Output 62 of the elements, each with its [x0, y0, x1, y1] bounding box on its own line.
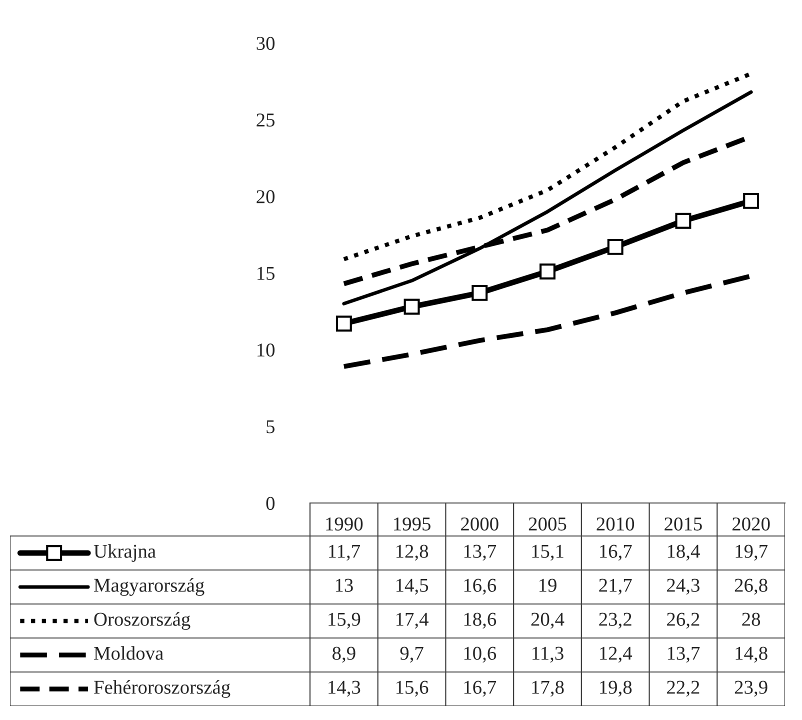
x-tick-label: 2000: [461, 517, 498, 531]
data-label: 19: [539, 578, 556, 592]
data-label: 13,7: [464, 544, 496, 561]
data-label: 8,9: [332, 646, 356, 663]
data-label: 13: [336, 578, 353, 592]
legend-label: Fehéroroszország: [94, 680, 230, 698]
x-tick-label: 2015: [664, 517, 702, 531]
y-tick-label: 30: [256, 36, 275, 50]
legend-label: Ukrajna: [94, 544, 156, 562]
data-label: 23,2: [599, 612, 632, 629]
y-tick-label: 25: [256, 114, 275, 127]
data-label: 14,3: [328, 680, 360, 697]
data-label: 20,4: [531, 612, 564, 629]
y-tick-label: 15: [258, 266, 275, 280]
legend-label: Oroszország: [94, 612, 190, 630]
x-tick-label: 1990: [326, 517, 363, 531]
x-tick-label: 1995: [394, 518, 430, 531]
data-label: 17,8: [532, 680, 564, 697]
y-tick-label: 10: [258, 343, 275, 357]
data-label: 15,9: [328, 612, 360, 629]
data-label: 16,6: [464, 578, 496, 595]
data-label: 16,7: [600, 544, 632, 561]
data-label: 24,3: [667, 578, 700, 595]
point: [743, 192, 760, 209]
data-label: 18,4: [668, 544, 700, 561]
point: [540, 263, 556, 280]
data-label: 26,8: [734, 578, 768, 595]
data-label: 17,4: [396, 612, 428, 629]
x-tick-label: 2020: [732, 517, 770, 531]
data-label: 11,3: [532, 646, 564, 663]
x-tick-label: 2010: [596, 517, 634, 531]
y-tick-label: 5: [266, 420, 275, 434]
point: [675, 212, 692, 229]
point: [404, 298, 420, 315]
data-label: 26,2: [667, 612, 700, 629]
data-label: 12,4: [600, 646, 632, 663]
data-label: 19,7: [736, 544, 768, 561]
data-label: 9,7: [400, 646, 424, 663]
legend-label: Magyarország: [94, 578, 204, 596]
line-series: [342, 90, 753, 306]
legend-label: Moldova: [94, 646, 164, 660]
data-label: 18,6: [464, 612, 496, 629]
data-label: 23,9: [734, 680, 768, 697]
point: [472, 284, 488, 301]
point: [607, 238, 624, 255]
data-label: 16,7: [464, 680, 496, 697]
data-label: 22,2: [667, 680, 700, 697]
y-tick-label: 20: [256, 190, 275, 204]
data-label: 13,7: [668, 646, 700, 663]
data-label: 15,6: [396, 680, 428, 697]
data-label: 19,8: [600, 680, 632, 697]
data-label: 11,7: [328, 544, 360, 561]
x-tick-label: 2005: [528, 517, 566, 531]
data-label: 12,8: [396, 544, 428, 561]
point: [336, 316, 352, 332]
data-label: 10,6: [464, 646, 496, 663]
data-label: 15,1: [532, 544, 564, 561]
data-label: 14,8: [736, 646, 768, 663]
data-label: 21,7: [599, 578, 632, 595]
data-label: 28: [742, 612, 760, 626]
data-label: 14,5: [396, 578, 428, 595]
y-tick-label: 0: [266, 496, 275, 510]
